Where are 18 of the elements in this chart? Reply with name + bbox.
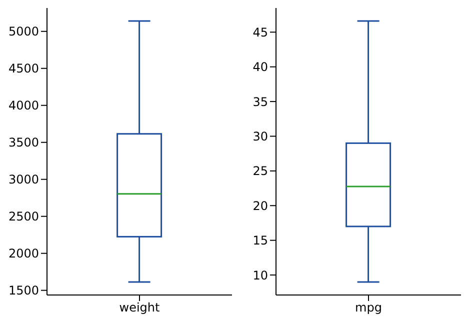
y-tick-label: 30 <box>252 129 268 144</box>
y-tick-label: 5000 <box>8 24 39 39</box>
y-tick-label: 4000 <box>8 98 39 113</box>
y-tick-label: 10 <box>252 268 268 282</box>
y-tick-label: 15 <box>252 234 268 248</box>
y-tick-label: 25 <box>252 164 268 178</box>
y-tick-label: 3000 <box>8 172 39 187</box>
y-tick-label: 2000 <box>8 246 39 261</box>
x-tick-label: mpg <box>355 300 382 315</box>
y-tick-label: 1500 <box>8 284 39 298</box>
y-tick-label: 40 <box>252 60 268 74</box>
y-tick-label: 4500 <box>8 62 39 76</box>
y-tick-label: 35 <box>252 94 268 109</box>
y-tick-label: 2500 <box>8 210 39 224</box>
y-tick-label: 3500 <box>8 136 39 150</box>
y-tick-label: 45 <box>252 25 268 40</box>
y-tick-label: 20 <box>252 198 268 213</box>
x-tick-label: weight <box>119 300 160 315</box>
